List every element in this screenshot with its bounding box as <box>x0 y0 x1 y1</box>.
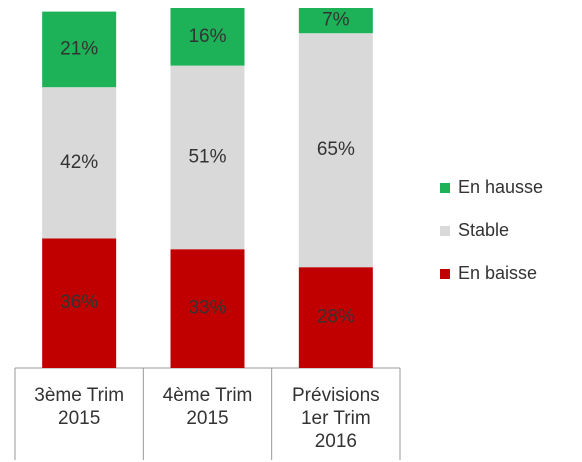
bar-segment <box>298 33 373 268</box>
value-label: 16% <box>188 26 226 47</box>
value-label: 7% <box>322 10 350 31</box>
bar-segment <box>42 11 117 88</box>
value-label: 42% <box>60 152 98 173</box>
value-label: 33% <box>188 298 226 319</box>
value-label: 21% <box>60 38 98 59</box>
value-label: 36% <box>60 292 98 313</box>
bar-segment <box>42 238 117 368</box>
bar-segment <box>42 87 117 239</box>
bar-segment <box>298 267 373 368</box>
bar-segment <box>170 8 245 66</box>
x-tick-label: Prévisions 1er Trim 2016 <box>292 385 380 452</box>
legend-swatch <box>440 183 450 193</box>
value-label: 65% <box>317 139 355 160</box>
legend-label: En baisse <box>458 263 537 283</box>
legend-swatch <box>440 226 450 236</box>
value-label: 28% <box>317 307 355 328</box>
value-label: 51% <box>188 146 226 167</box>
bar-segment <box>170 249 245 368</box>
legend-label: En hausse <box>458 177 543 197</box>
legend-label: Stable <box>458 220 509 240</box>
bar-segment <box>298 8 373 34</box>
bar-segment <box>170 65 245 250</box>
x-tick-label: 4ème Trim 2015 <box>163 385 253 429</box>
legend-swatch <box>440 269 450 279</box>
x-tick-label: 3ème Trim 2015 <box>34 385 124 429</box>
